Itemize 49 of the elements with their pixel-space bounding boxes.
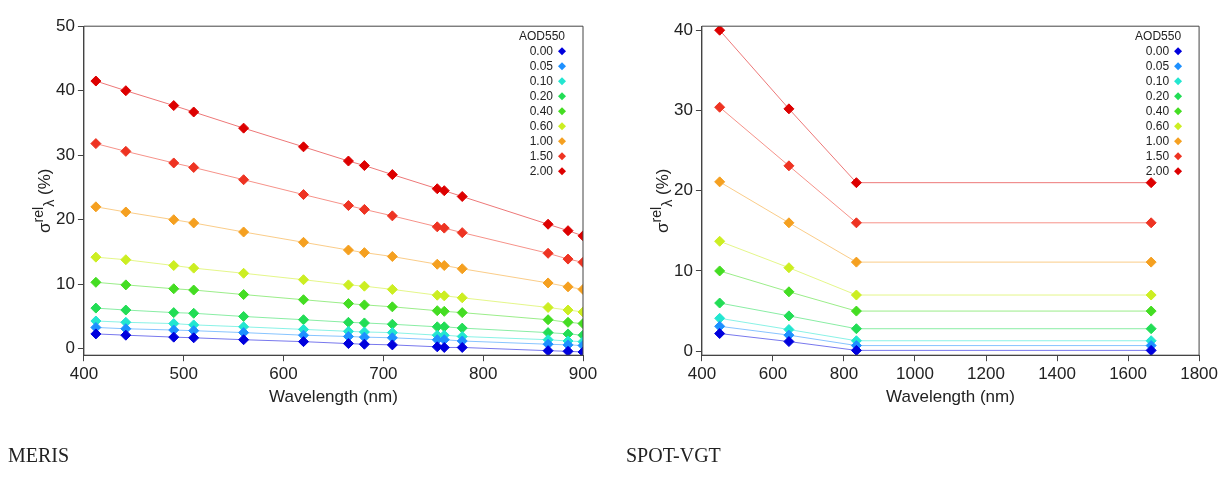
legend-label: 0.60 — [1145, 118, 1170, 133]
x-tick-label: 600 — [269, 364, 298, 384]
legend-label: 1.50 — [1145, 148, 1170, 163]
y-tick-label: 50 — [55, 15, 75, 35]
y-tick-label: 30 — [55, 144, 75, 164]
legend-title: AOD550 — [1135, 28, 1182, 43]
x-tick-label: 800 — [468, 364, 498, 384]
legend-label: 0.40 — [529, 103, 554, 118]
legend-label: 1.00 — [529, 133, 554, 148]
x-axis-title: Wavelength (nm) — [269, 387, 398, 407]
legend-label: 0.10 — [529, 73, 554, 88]
x-tick-label: 1600 — [1109, 364, 1147, 384]
legend-label: 0.05 — [1145, 58, 1170, 73]
text: MERIS — [8, 444, 70, 467]
x-tick-label: 1200 — [967, 364, 1005, 384]
legend-title: AOD550 — [518, 28, 566, 43]
x-tick-label: 1000 — [896, 364, 934, 384]
x-tick-label: 400 — [69, 364, 99, 384]
legend-label: 0.60 — [529, 118, 554, 133]
y-tick-label: 0 — [65, 338, 75, 358]
legend-label: 0.10 — [1145, 73, 1170, 88]
x-tick-label: 700 — [369, 364, 398, 384]
y-tick-label: 30 — [673, 100, 693, 120]
x-tick-label: 800 — [829, 364, 859, 384]
y-tick-label: 40 — [673, 19, 693, 39]
legend-label: 1.00 — [1145, 133, 1170, 148]
legend-label: 0.20 — [1145, 88, 1170, 103]
x-axis-title: Wavelength (nm) — [886, 387, 1015, 407]
y-tick-label: 10 — [55, 273, 75, 293]
legend-label: 1.50 — [529, 148, 554, 163]
x-tick-label: 900 — [568, 364, 598, 384]
y-tick-label: 20 — [673, 180, 693, 200]
y-tick-label: 10 — [673, 260, 693, 280]
y-tick-label: 0 — [683, 340, 693, 360]
text: SPOT-VGT — [626, 444, 721, 467]
legend-label: 0.20 — [529, 88, 554, 103]
legend-label: 0.00 — [529, 43, 554, 58]
x-tick-label: 1800 — [1180, 364, 1218, 384]
y-tick-label: 40 — [55, 80, 75, 100]
x-tick-label: 500 — [169, 364, 198, 384]
x-tick-label: 1400 — [1038, 364, 1076, 384]
legend-label: 0.05 — [529, 58, 554, 73]
legend-label: 2.00 — [1145, 163, 1170, 178]
y-tick-label: 20 — [55, 209, 75, 229]
legend-label: 0.00 — [1145, 43, 1170, 58]
x-tick-label: 600 — [758, 364, 788, 384]
legend-label: 0.40 — [1145, 103, 1170, 118]
legend-label: 2.00 — [529, 163, 554, 178]
x-tick-label: 400 — [687, 364, 717, 384]
